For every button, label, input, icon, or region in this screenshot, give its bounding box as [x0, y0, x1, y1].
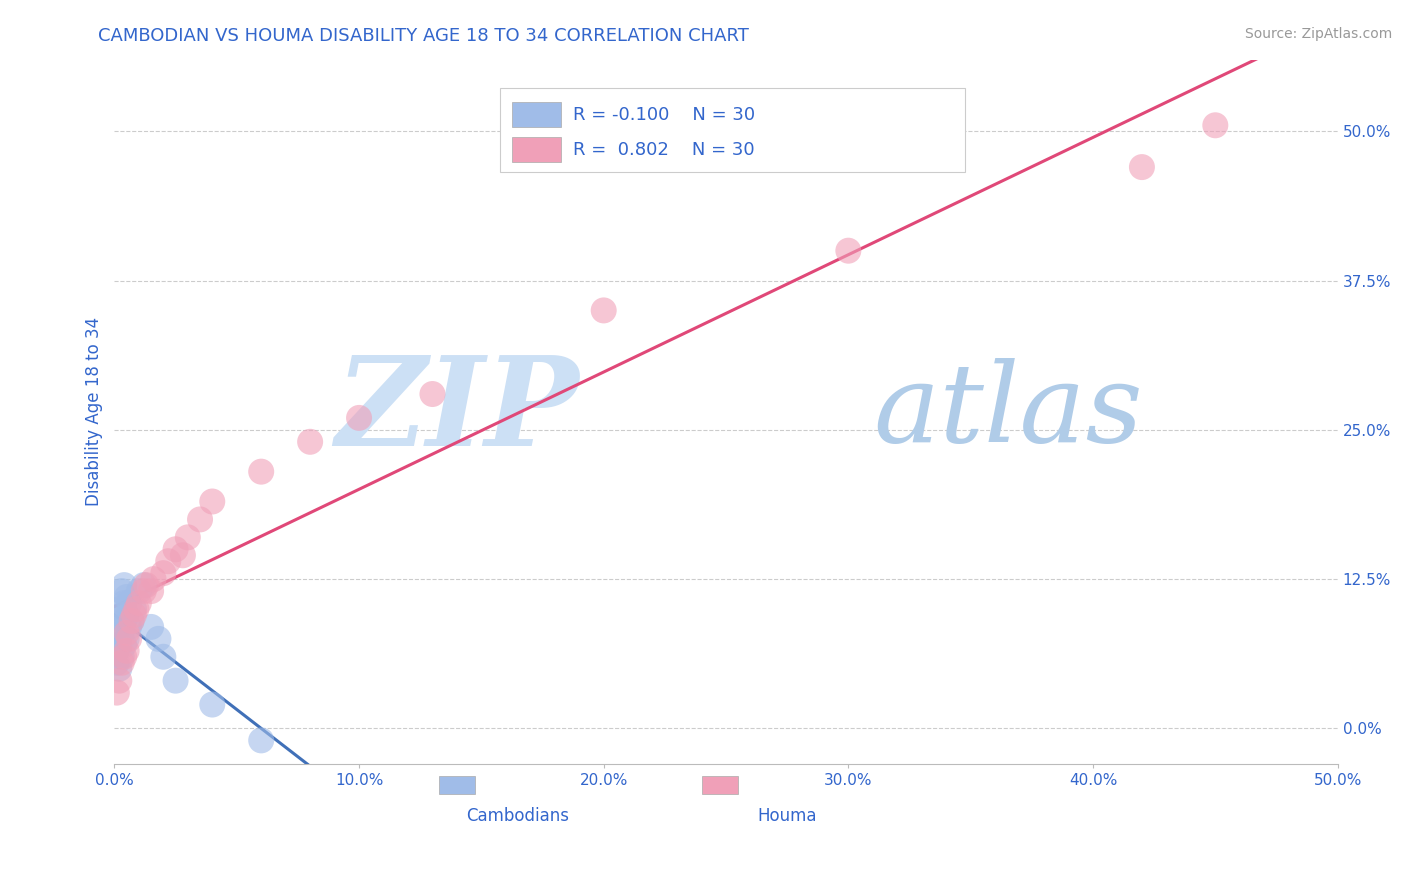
Point — [128, 584, 150, 599]
Point — [118, 596, 141, 610]
Bar — [702, 776, 738, 794]
Point — [108, 638, 131, 652]
Point — [250, 465, 273, 479]
Point — [157, 554, 180, 568]
Point — [132, 584, 155, 599]
Text: R = -0.100    N = 30: R = -0.100 N = 30 — [574, 105, 755, 124]
Point — [111, 656, 134, 670]
Point — [592, 303, 614, 318]
Point — [347, 411, 370, 425]
Text: CAMBODIAN VS HOUMA DISABILITY AGE 18 TO 34 CORRELATION CHART: CAMBODIAN VS HOUMA DISABILITY AGE 18 TO … — [98, 27, 749, 45]
Point — [172, 548, 194, 562]
Point — [250, 733, 273, 747]
Point — [132, 578, 155, 592]
Point — [165, 542, 187, 557]
Point — [188, 512, 211, 526]
FancyBboxPatch shape — [499, 87, 965, 172]
Point — [112, 578, 135, 592]
Point — [299, 434, 322, 449]
Point — [105, 656, 128, 670]
Point — [201, 494, 224, 508]
Point — [122, 602, 145, 616]
Text: Source: ZipAtlas.com: Source: ZipAtlas.com — [1244, 27, 1392, 41]
Bar — [512, 102, 561, 127]
Point — [111, 584, 134, 599]
Point — [201, 698, 224, 712]
Point — [118, 620, 141, 634]
Point — [152, 566, 174, 581]
Point — [112, 614, 135, 628]
Point — [1130, 160, 1153, 174]
Point — [121, 614, 143, 628]
Text: Cambodians: Cambodians — [467, 806, 569, 824]
Point — [115, 590, 138, 604]
Point — [112, 638, 135, 652]
Point — [105, 644, 128, 658]
Point — [118, 632, 141, 646]
Point — [115, 632, 138, 646]
Point — [115, 644, 138, 658]
Point — [139, 584, 162, 599]
Point — [111, 607, 134, 622]
Text: atlas: atlas — [873, 359, 1143, 466]
Point — [125, 602, 148, 616]
Bar — [439, 776, 475, 794]
Y-axis label: Disability Age 18 to 34: Disability Age 18 to 34 — [86, 318, 103, 507]
Point — [177, 530, 200, 544]
Point — [148, 632, 170, 646]
Point — [112, 649, 135, 664]
Point — [115, 607, 138, 622]
Point — [142, 572, 165, 586]
Point — [165, 673, 187, 688]
Point — [111, 626, 134, 640]
Text: Houma: Houma — [758, 806, 817, 824]
Text: ZIP: ZIP — [336, 351, 579, 473]
Point — [111, 649, 134, 664]
Point — [139, 620, 162, 634]
Point — [105, 626, 128, 640]
Point — [121, 614, 143, 628]
Point — [108, 620, 131, 634]
Point — [152, 649, 174, 664]
Point — [128, 596, 150, 610]
Point — [115, 626, 138, 640]
Point — [108, 673, 131, 688]
Point — [135, 578, 157, 592]
Point — [108, 662, 131, 676]
Point — [108, 602, 131, 616]
Point — [1204, 118, 1226, 132]
Point — [422, 387, 444, 401]
Bar — [512, 137, 561, 161]
Text: R =  0.802    N = 30: R = 0.802 N = 30 — [574, 141, 755, 159]
Point — [122, 607, 145, 622]
Point — [105, 685, 128, 699]
Point — [837, 244, 859, 258]
Point — [112, 596, 135, 610]
